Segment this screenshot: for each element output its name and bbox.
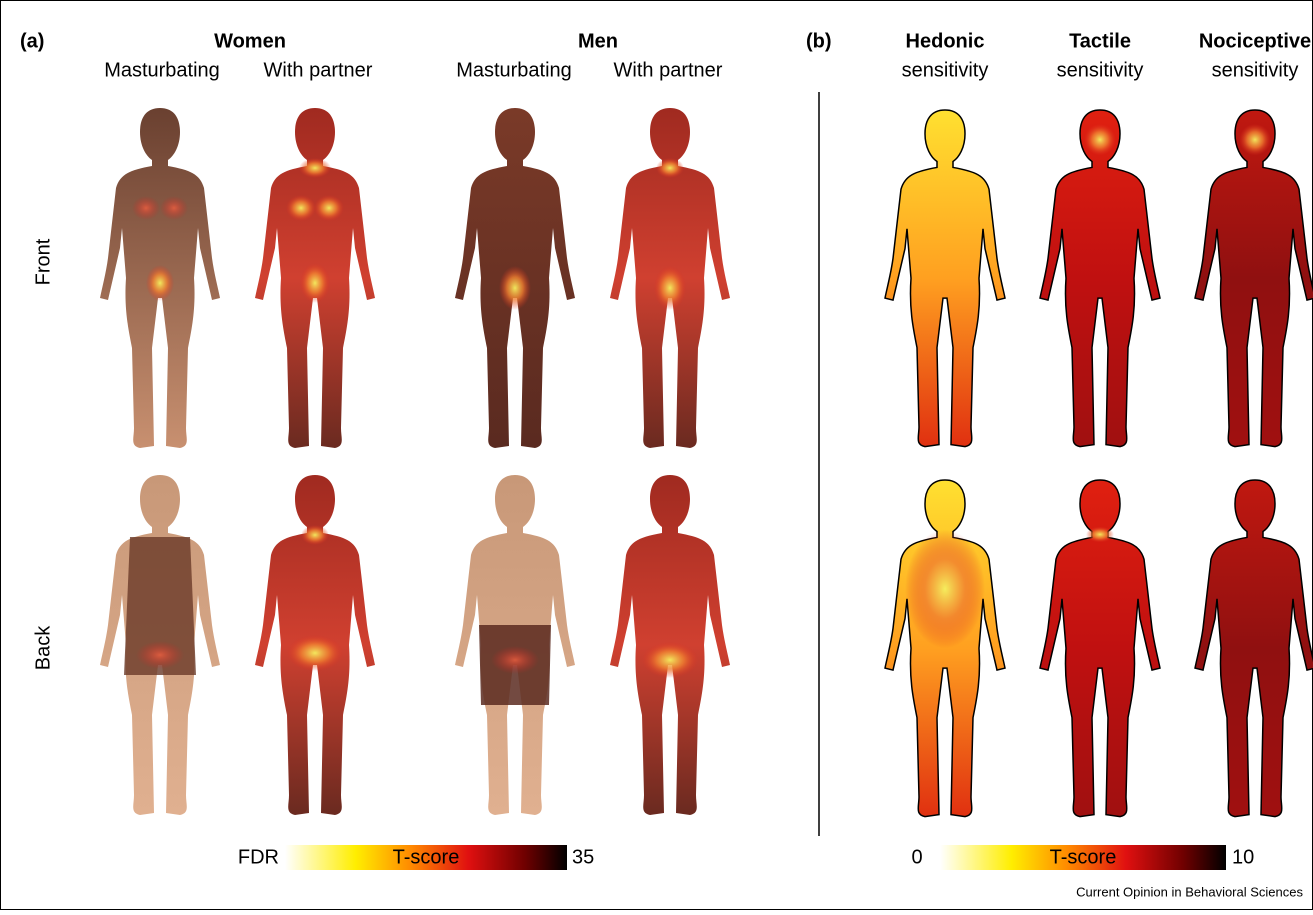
column-title: Nociceptive [1199,30,1311,52]
column-subtitle: sensitivity [1057,59,1144,81]
source: Current Opinion in Behavioral Sciences [1076,884,1303,899]
row-label: Front [32,238,54,285]
colorbar [940,845,1226,870]
colorbar-max: 10 [1232,846,1254,868]
colorbar-title: T-score [393,846,460,868]
body-map [1039,479,1161,818]
column-subtitle: sensitivity [902,59,989,81]
body-map [884,109,1006,448]
body-map [1194,109,1313,448]
body-map [884,479,1006,818]
panel-label: (b) [806,30,832,52]
condition: Masturbating [104,59,220,81]
colorbar-title: T-score [1050,846,1117,868]
condition: Masturbating [456,59,572,81]
row-label: Back [32,625,54,670]
colorbar-max: 35 [572,846,594,868]
column-subtitle: sensitivity [1212,59,1299,81]
colorbar [285,845,567,870]
body-map [100,475,220,815]
colorbar-min: 0 [911,846,922,868]
condition: With partner [264,59,373,81]
colorbar-min-label: FDR [238,846,279,868]
body-map [255,108,375,448]
panel-label: (a) [20,30,44,52]
body-map [1194,479,1313,818]
body-map [100,108,220,448]
group-title: Women [214,30,286,52]
body-map [1039,109,1161,448]
body-map [610,475,730,815]
body-map [255,475,375,815]
body-map [455,108,575,448]
body-map [610,108,730,448]
condition: With partner [614,59,723,81]
column-title: Tactile [1069,30,1131,52]
column-title: Hedonic [906,30,985,52]
group-title: Men [578,30,618,52]
body-map [455,475,575,815]
